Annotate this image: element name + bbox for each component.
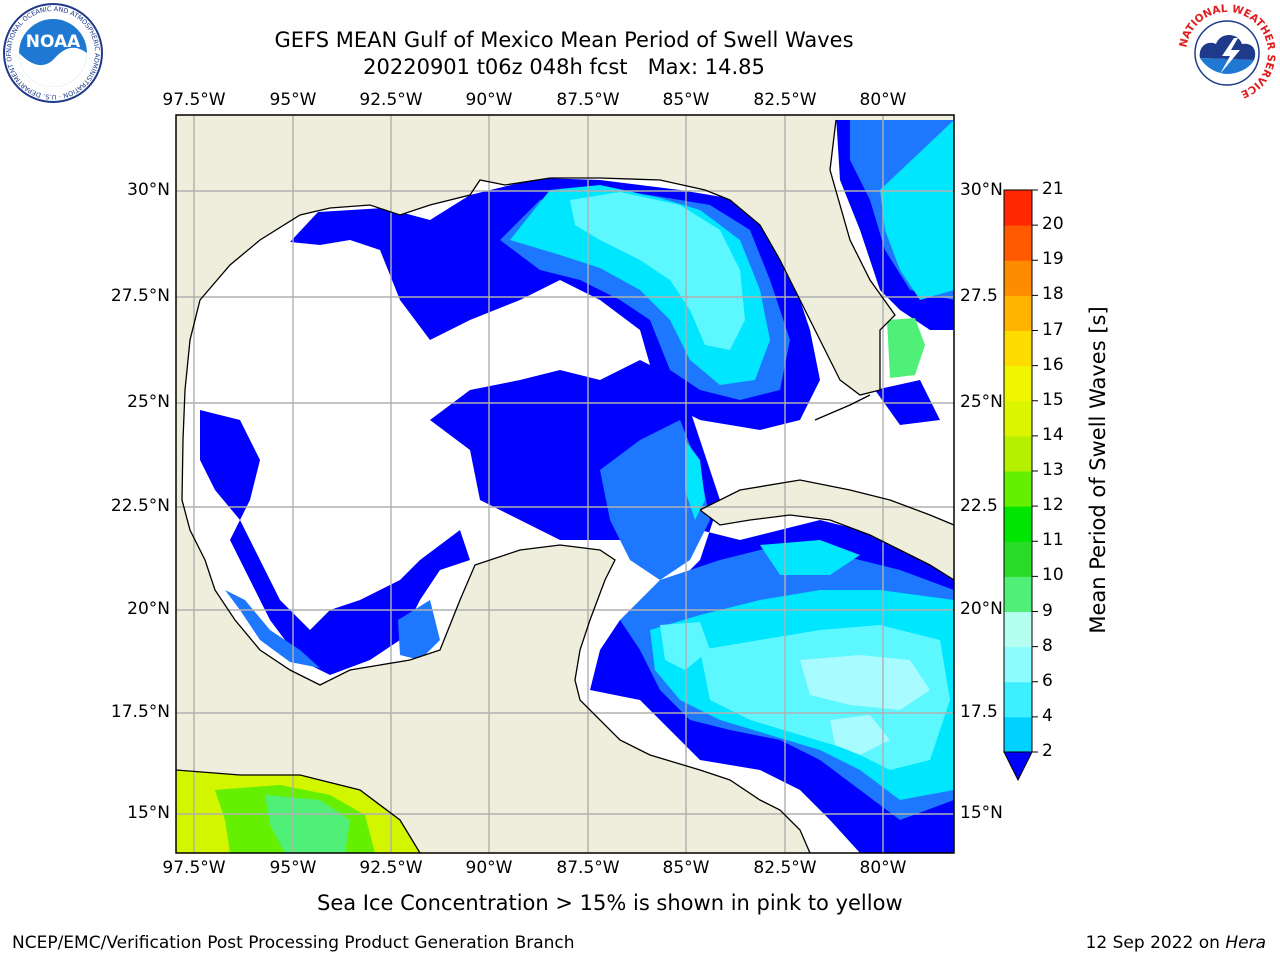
colorbar-segment <box>1004 506 1032 542</box>
sea-ice-note: Sea Ice Concentration > 15% is shown in … <box>317 891 903 915</box>
colorbar-tick-label: 15 <box>1042 389 1064 410</box>
contour-8-9-caribbean <box>800 655 930 710</box>
colorbar-tick-label: 8 <box>1042 635 1053 656</box>
lon-label-top: 90°W <box>465 90 513 110</box>
contour-9-10-florida <box>887 318 925 378</box>
lon-label-bottom: 85°W <box>662 858 710 878</box>
colorbar-tick-label: 21 <box>1042 179 1064 199</box>
colorbar-segment <box>1004 471 1032 507</box>
colorbar-segment <box>1004 646 1032 683</box>
colorbar-segment <box>1004 681 1032 718</box>
colorbar-segment <box>1004 330 1032 367</box>
map-area <box>176 115 954 853</box>
lon-label-top: 95°W <box>269 90 317 110</box>
noaa-logo: NATIONAL OCEANIC AND ATMOSPHERIC ADMINIS… <box>2 2 103 103</box>
lat-label-left: 22.5°N <box>110 496 170 516</box>
colorbar-tick-label: 9 <box>1042 600 1053 621</box>
footer-branch: NCEP/EMC/Verification Post Processing Pr… <box>12 933 575 953</box>
contour-2-4-channel <box>600 420 710 580</box>
lat-label-left: 30°N <box>127 180 170 200</box>
colorbar-under-extension <box>1003 751 1033 782</box>
colorbar-tick-label: 2 <box>1042 741 1053 761</box>
colorbar-tick-label: 12 <box>1042 495 1064 516</box>
colorbar <box>1003 189 1038 782</box>
colorbar-tick-label: 19 <box>1042 249 1064 270</box>
colorbar-tick-label: 18 <box>1042 284 1064 305</box>
lon-label-bottom: 97.5°W <box>162 858 226 878</box>
lon-label-top: 85°W <box>662 90 710 110</box>
colorbar-tick-label: 14 <box>1042 424 1064 445</box>
colorbar-segment <box>1004 400 1032 437</box>
lon-label-bottom: 92.5°W <box>359 858 423 878</box>
footer-machine: Hera <box>1225 933 1266 953</box>
contour-2-4-bay <box>398 600 440 660</box>
colorbar-segment <box>1004 435 1032 472</box>
lat-label-right: 17.5 <box>960 702 998 722</box>
lon-label-bottom: 80°W <box>859 858 907 878</box>
lon-label-bottom: 87.5°W <box>556 858 620 878</box>
chart-title: GEFS MEAN Gulf of Mexico Mean Period of … <box>274 28 854 52</box>
lon-label-bottom: 90°W <box>465 858 513 878</box>
footer-date: 12 Sep 2022 on Hera <box>1086 933 1266 953</box>
colorbar-tick-label: 20 <box>1042 214 1064 235</box>
lat-label-left: 20°N <box>127 599 170 619</box>
colorbar-segment <box>1004 190 1032 226</box>
lat-label-right: 30°N <box>960 180 1003 200</box>
colorbar-segment <box>1004 260 1032 296</box>
colorbar-tick-label: 4 <box>1042 705 1053 726</box>
lat-label-left: 17.5°N <box>110 702 170 722</box>
grid-lines <box>176 115 954 853</box>
land-central-america <box>745 800 800 853</box>
colorbar-segment <box>1004 225 1032 261</box>
chart-subtitle: 20220901 t06z 048h fcst Max: 14.85 <box>363 55 765 79</box>
lon-label-bottom: 82.5°W <box>753 858 817 878</box>
lat-label-left: 25°N <box>127 392 170 412</box>
lon-label-top: 97.5°W <box>162 90 226 110</box>
contour-4-6-channel <box>685 440 705 520</box>
colorbar-tick-label: 10 <box>1042 565 1064 586</box>
colorbar-segment <box>1004 716 1032 753</box>
colorbar-label: Mean Period of Swell Waves [s] <box>1086 306 1110 634</box>
contour-lt2-west <box>200 410 470 675</box>
lat-label-right: 22.5 <box>960 496 998 516</box>
land-us-north <box>176 115 954 510</box>
colorbar-tick-label: 6 <box>1042 670 1053 691</box>
colorbar-segment <box>1004 295 1032 331</box>
colorbar-segment <box>1004 541 1032 577</box>
lon-label-top: 82.5°W <box>753 90 817 110</box>
colorbar-segment <box>1004 576 1032 612</box>
lon-label-top: 92.5°W <box>359 90 423 110</box>
colorbar-tick-label: 13 <box>1042 460 1064 480</box>
lon-label-top: 87.5°W <box>556 90 620 110</box>
footer-date-text: 12 Sep 2022 on <box>1085 933 1226 953</box>
colorbar-segment <box>1004 611 1032 648</box>
southwest-high-period <box>176 770 420 853</box>
contour-6-8-yucatan <box>660 622 710 670</box>
map-frame <box>175 114 955 854</box>
colorbar-tick-label: 17 <box>1042 319 1064 340</box>
colorbar-tick-label: 11 <box>1042 530 1064 551</box>
lat-label-right: 27.5 <box>960 286 998 306</box>
colorbar-segment <box>1004 365 1032 402</box>
land-mexico <box>176 500 810 853</box>
land-masses <box>176 115 954 853</box>
colorbar-tick-label: 16 <box>1042 354 1064 375</box>
lat-label-left: 27.5°N <box>110 286 170 306</box>
lon-label-bottom: 95°W <box>269 858 317 878</box>
contour-8-9-east <box>830 715 890 755</box>
contour-southwest-lightgreen <box>265 795 350 853</box>
coastlines <box>176 119 954 853</box>
land-cuba <box>700 480 954 580</box>
lat-label-left: 15°N <box>127 803 170 823</box>
contour-4-6-atlantic <box>880 120 954 300</box>
contour-6-8-north <box>570 192 745 350</box>
lon-label-top: 80°W <box>859 90 907 110</box>
nws-logo: NATIONAL WEATHER SERVICE <box>1177 3 1277 102</box>
lat-label-right: 20°N <box>960 599 1003 619</box>
noaa-logo-text: NOAA <box>26 32 81 52</box>
lat-label-right: 15°N <box>960 803 1003 823</box>
swell-period-field <box>200 115 954 853</box>
lat-label-right: 25°N <box>960 392 1003 412</box>
